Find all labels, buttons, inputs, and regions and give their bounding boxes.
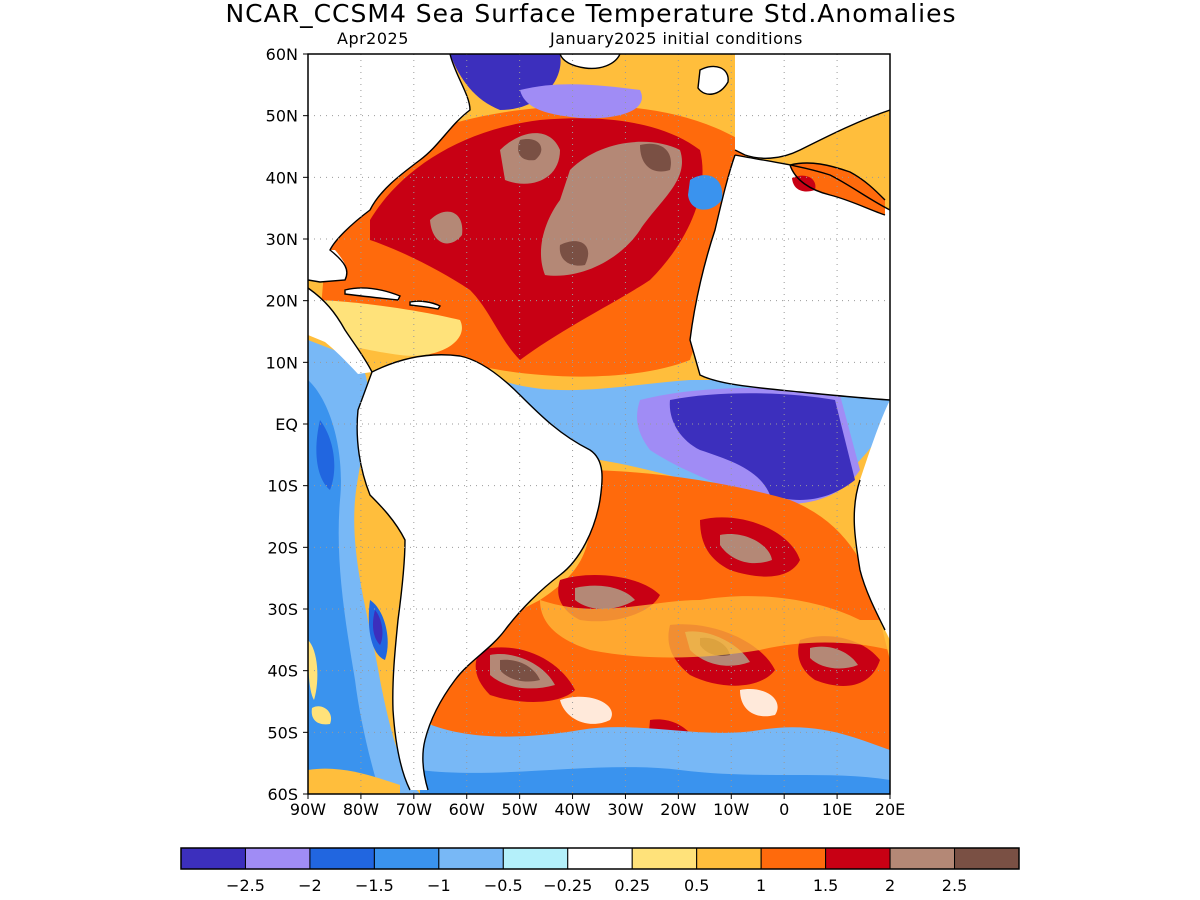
map-axis-ticks: 90W 80W 70W 60W 50W 40W 30W 20W 10W 0 10E 20E 60N 50N…: [266, 45, 906, 819]
iberia-europe-land: [735, 54, 890, 159]
colorbar-label: 0.5: [684, 876, 709, 895]
south-america-land: [357, 354, 603, 790]
lat-tick-label: 50N: [266, 107, 298, 126]
lon-tick-label: 40W: [554, 800, 590, 819]
northeast-cool-patch: [688, 175, 723, 210]
colorbar-swatch: [825, 847, 891, 870]
colorbar-label: −1.5: [355, 876, 394, 895]
colorbar-label: 2.5: [942, 876, 967, 895]
colorbar-label: 1.5: [813, 876, 838, 895]
lat-tick-label: 40N: [266, 168, 298, 187]
north-america-coastline: [308, 54, 471, 283]
colorbar-frame: [180, 847, 1020, 870]
colorbar-swatch: [567, 847, 633, 870]
colorbar-swatch: [309, 847, 375, 870]
colorbar-label: −0.25: [543, 876, 592, 895]
lat-tick-label: 40S: [267, 662, 298, 681]
north-atlantic-extreme-region: [518, 139, 671, 266]
north-america-land: [308, 54, 470, 250]
lon-tick-label: 10E: [822, 800, 852, 819]
colorbar-label: −0.5: [484, 876, 523, 895]
lat-tick-label: 60N: [266, 45, 298, 64]
central-america-coastline: [308, 287, 373, 373]
colorbar-label: −2.5: [226, 876, 265, 895]
east-pacific-extreme-cold: [372, 610, 383, 645]
colorbar-swatch: [889, 847, 956, 870]
colorbar-swatch: [502, 847, 569, 870]
gulf-of-guinea-extreme-cold: [669, 393, 855, 500]
pacific-warm-patch: [308, 640, 332, 725]
colorbar-swatch: [760, 847, 827, 870]
lon-tick-label: 50W: [502, 800, 538, 819]
initial-conditions-label: January2025 initial conditions: [550, 29, 803, 48]
lon-tick-label: 90W: [290, 800, 326, 819]
southern-ocean-white-patches: [560, 689, 778, 724]
lon-tick-label: 0: [779, 800, 789, 819]
lon-tick-label: 20E: [875, 800, 905, 819]
labrador-cool-region: [520, 84, 642, 119]
africa-coastline: [689, 154, 890, 631]
british-isles-land: [698, 66, 729, 95]
figure-title: NCAR_CCSM4 Sea Surface Temperature Std.A…: [225, 0, 957, 28]
lat-tick-label: 10S: [267, 477, 298, 496]
map-gridlines: [308, 54, 890, 794]
colorbar-swatch: [631, 847, 698, 870]
greenland-coastline: [559, 54, 621, 70]
caribbean-islands-coastline: [344, 287, 442, 310]
colorbar-label: 2: [885, 876, 895, 895]
anomaly-field: [308, 54, 890, 794]
europe-coastline: [734, 109, 890, 159]
south-america-coastline: [356, 354, 603, 791]
drake-warm-patch: [308, 768, 400, 794]
lon-tick-label: 80W: [343, 800, 379, 819]
caribbean-islands-land: [345, 287, 440, 309]
mediterranean-sea-patch: [790, 162, 885, 215]
colorbar-swatch: [954, 847, 1020, 870]
lat-tick-label: 20S: [267, 538, 298, 557]
colorbar-swatch: [696, 847, 762, 870]
lat-tick-label: 50S: [267, 723, 298, 742]
colorbar-label: 0.25: [614, 876, 650, 895]
south-atlantic-moderate-band: [540, 596, 890, 658]
colorbar-swatch: [244, 847, 311, 870]
lat-tick-label: 20N: [266, 292, 298, 311]
lon-tick-label: 10W: [713, 800, 749, 819]
lon-tick-label: 70W: [396, 800, 432, 819]
british-isles-coastline: [697, 65, 729, 95]
lon-tick-label: 30W: [607, 800, 643, 819]
coastlines: [308, 54, 890, 791]
lat-tick-label: EQ: [275, 415, 298, 434]
colorbar-label: −1: [427, 876, 451, 895]
lat-tick-label: 30S: [267, 600, 298, 619]
lat-tick-label: 60S: [267, 785, 298, 804]
southern-ocean-cold-band: [420, 767, 890, 794]
mediterranean-coastline: [789, 162, 886, 216]
greenland-land: [560, 54, 620, 69]
lat-tick-label: 10N: [266, 353, 298, 372]
colorbar-label: 1: [756, 876, 766, 895]
colorbar-swatch: [373, 847, 440, 870]
lon-tick-label: 20W: [660, 800, 696, 819]
south-atlantic-peak-region: [490, 534, 858, 760]
lon-tick-label: 60W: [449, 800, 485, 819]
north-atlantic-peak-region: [430, 133, 682, 276]
central-america-land: [308, 288, 372, 374]
africa-land: [690, 155, 890, 640]
gulf-coast-land: [308, 250, 347, 282]
colorbar-swatch: [180, 847, 246, 870]
colorbar: −2.5 −2 −1.5 −1 −0.5 −0.25 0.25 0.5 1 1.5 2 2.5: [180, 847, 1020, 895]
lat-tick-label: 30N: [266, 230, 298, 249]
forecast-month-label: Apr2025: [337, 29, 409, 48]
colorbar-label: −2: [298, 876, 322, 895]
colorbar-swatch: [438, 847, 504, 870]
